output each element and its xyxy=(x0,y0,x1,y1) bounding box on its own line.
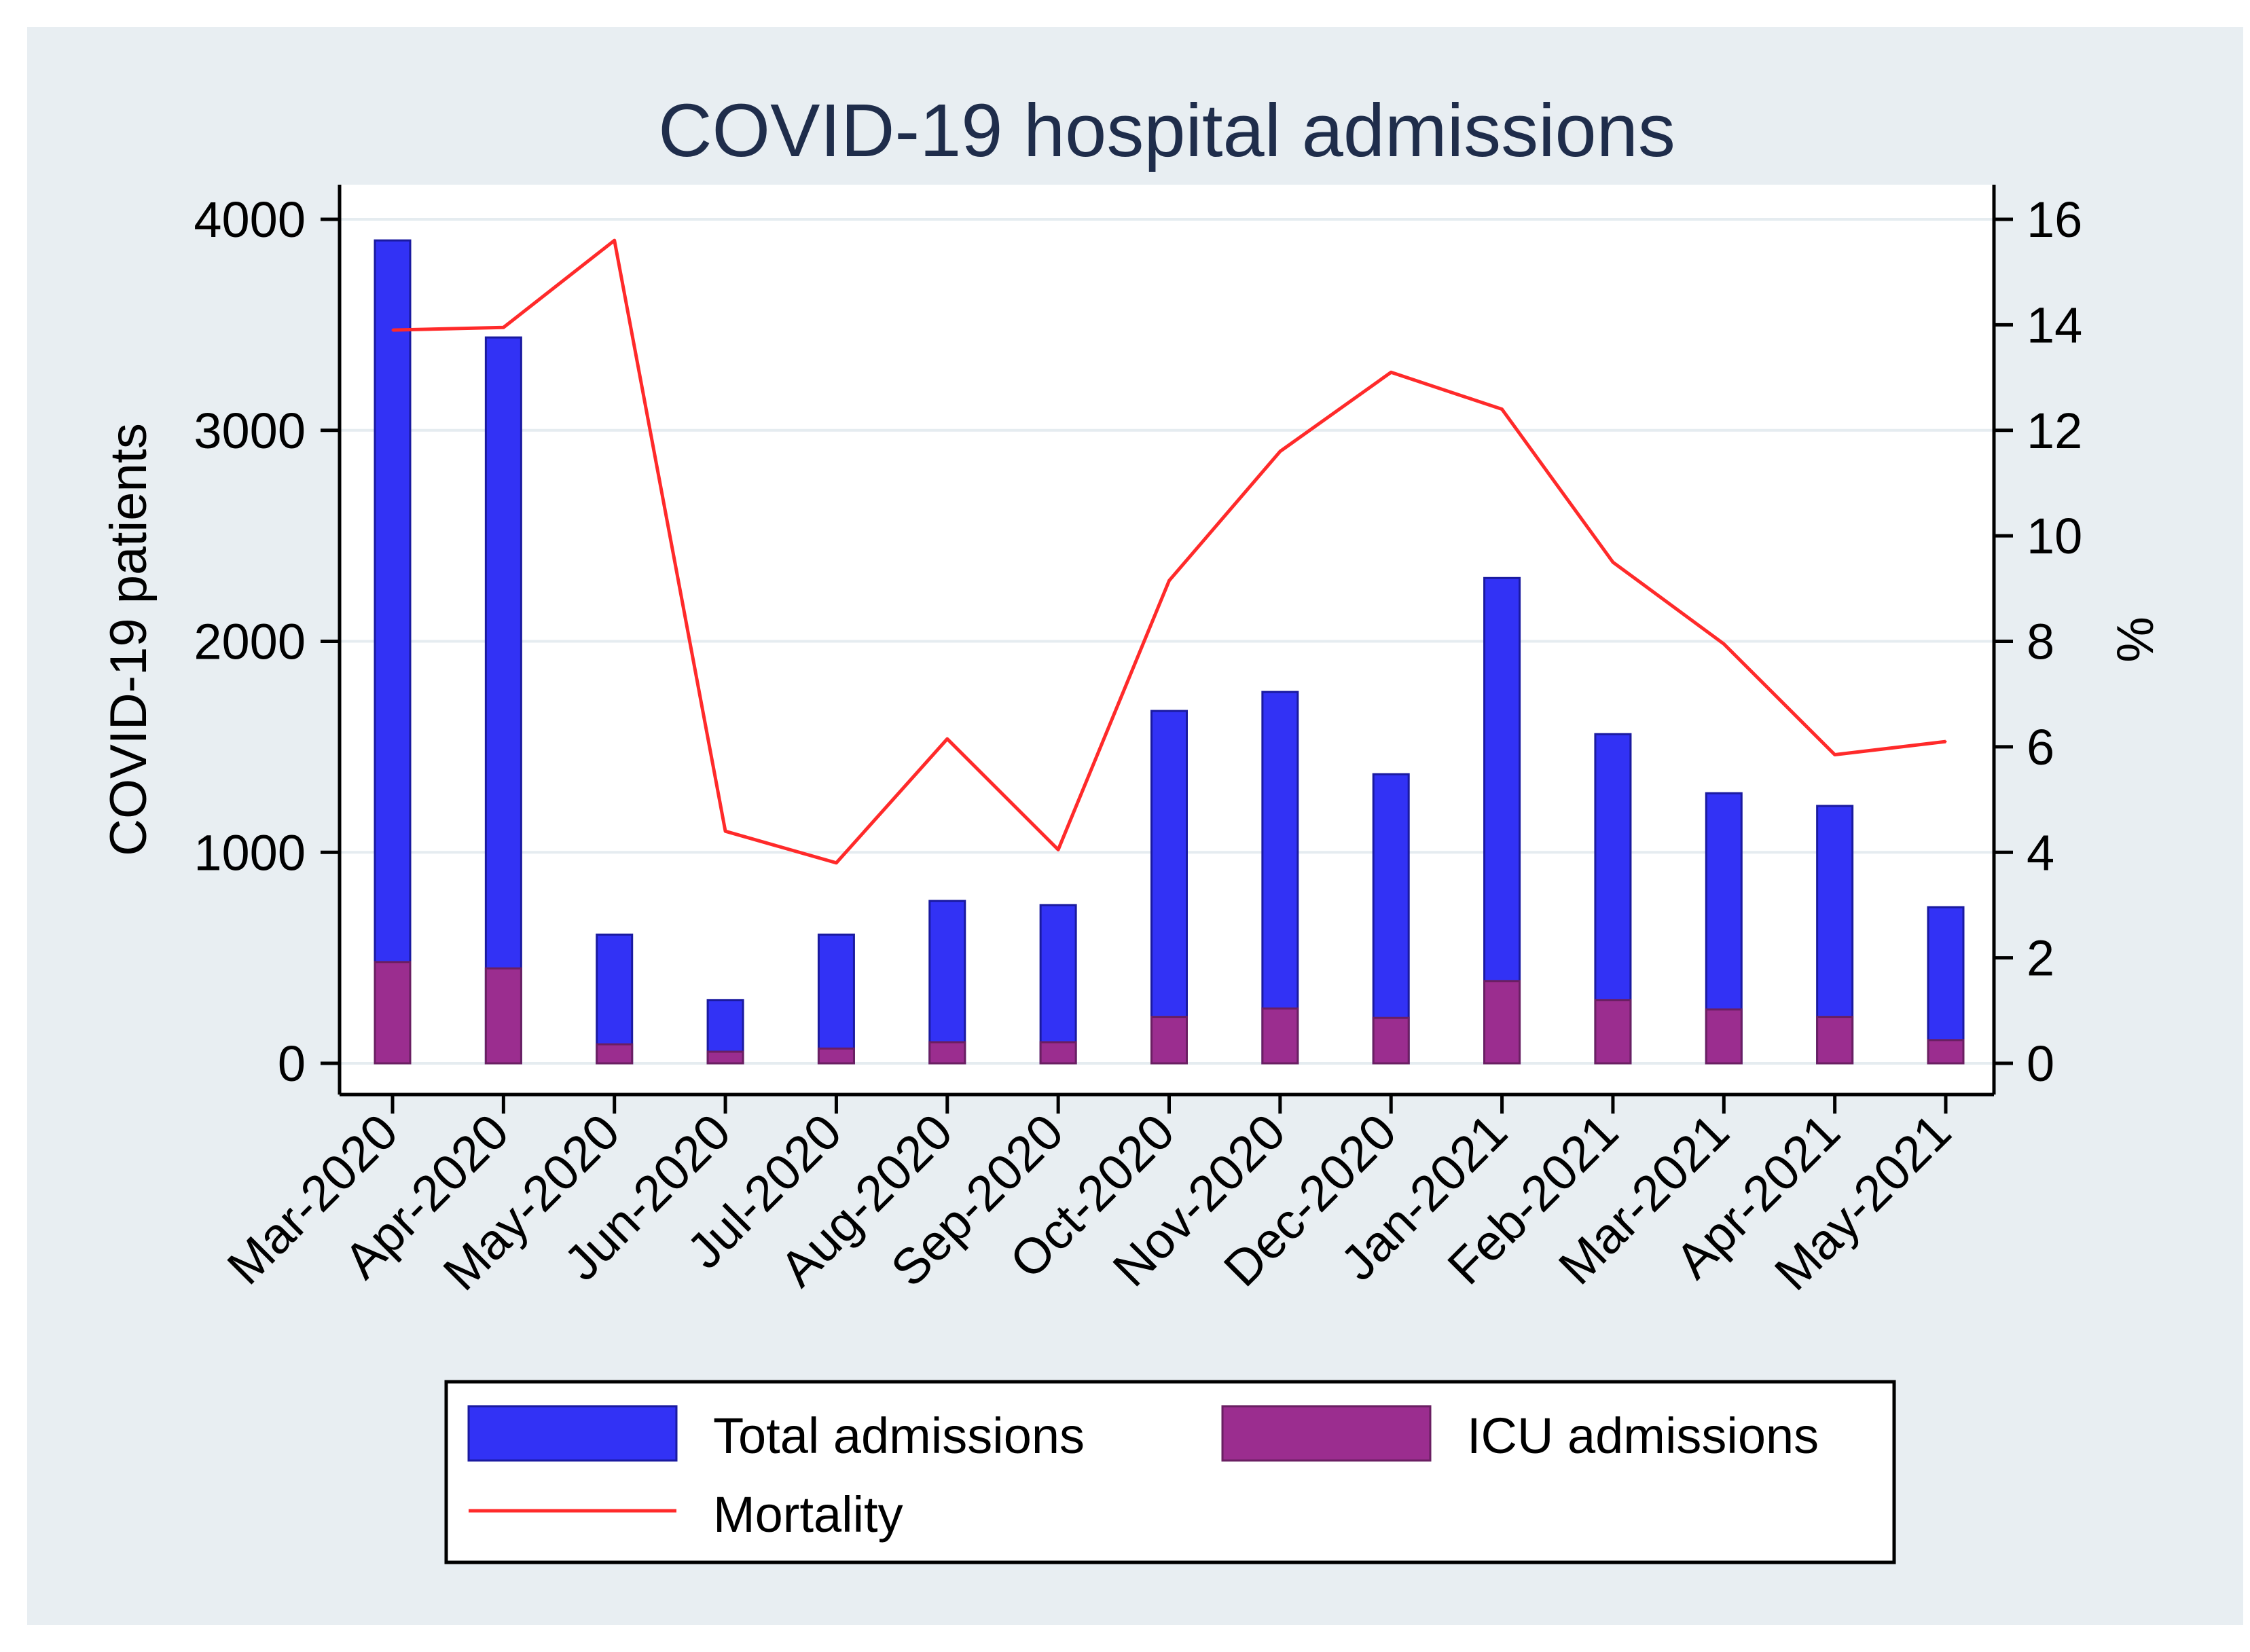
total-admissions-bar xyxy=(1372,773,1410,1065)
y-axis-label: COVID-19 patients xyxy=(100,423,158,856)
total-admissions-bar xyxy=(374,239,412,1065)
total-admissions-bar xyxy=(1261,691,1299,1065)
legend-total-swatch xyxy=(467,1405,678,1462)
total-admissions-bar xyxy=(817,933,855,1065)
mortality-point xyxy=(502,326,505,329)
total-admissions-bar xyxy=(1927,906,1965,1065)
total-admissions-bars xyxy=(374,239,1965,1065)
y-tick-label: 1000 xyxy=(194,824,306,881)
y-tick-label: 2000 xyxy=(194,614,306,670)
mortality-point xyxy=(613,239,616,242)
icu-admissions-bars xyxy=(374,961,1965,1065)
mortality-point xyxy=(1944,740,1947,743)
chart-title: COVID-19 hospital admissions xyxy=(658,89,1675,172)
mortality-point xyxy=(391,329,394,331)
total-admissions-bar xyxy=(928,900,966,1065)
icu-admissions-bar xyxy=(1927,1039,1965,1065)
mortality-point xyxy=(1390,371,1392,373)
mortality-point xyxy=(1722,642,1725,645)
right-y-ticks: 0 2 4 6 8 10 12 14 16 xyxy=(1994,191,2082,1092)
legend-box xyxy=(444,1380,1896,1564)
left-y-ticks: 0 1000 2000 3000 4000 xyxy=(194,191,340,1092)
mortality-points xyxy=(391,239,1947,864)
total-admissions-bar xyxy=(1039,904,1077,1065)
y2-axis-label: % xyxy=(2107,617,2164,663)
y2-tick-label: 10 xyxy=(2027,508,2082,564)
icu-admissions-bar xyxy=(928,1041,966,1065)
y2-tick-label: 8 xyxy=(2027,614,2054,670)
mortality-point xyxy=(1612,561,1614,564)
icu-admissions-bar xyxy=(484,967,522,1065)
mortality-point xyxy=(724,830,727,832)
y2-tick-label: 6 xyxy=(2027,719,2054,775)
mortality-point xyxy=(1834,754,1836,756)
icu-admissions-bar xyxy=(817,1047,855,1065)
y2-tick-label: 12 xyxy=(2027,403,2082,459)
mortality-point xyxy=(835,862,837,864)
icu-admissions-bar xyxy=(1594,999,1632,1065)
icu-admissions-bar xyxy=(1705,1008,1743,1065)
icu-admissions-bar xyxy=(1816,1016,1854,1065)
icu-admissions-bar xyxy=(1039,1041,1077,1065)
icu-admissions-bar xyxy=(596,1043,634,1065)
y-tick-label: 3000 xyxy=(194,403,306,459)
mortality-point xyxy=(1057,848,1059,851)
total-admissions-bar xyxy=(1150,710,1188,1065)
icu-admissions-bar xyxy=(1150,1016,1188,1065)
mortality-point xyxy=(1168,579,1170,582)
mortality-point xyxy=(1279,450,1282,453)
y2-tick-label: 16 xyxy=(2027,191,2082,248)
mortality-point xyxy=(1501,408,1504,411)
y2-tick-label: 2 xyxy=(2027,930,2054,987)
icu-admissions-bar xyxy=(374,961,412,1065)
legend-icu-label: ICU admissions xyxy=(1467,1408,1819,1464)
total-admissions-bar xyxy=(484,336,522,1065)
icu-admissions-bar xyxy=(706,1050,744,1065)
legend-total-label: Total admissions xyxy=(713,1408,1085,1464)
icu-admissions-bar xyxy=(1372,1016,1410,1065)
y2-tick-label: 14 xyxy=(2027,297,2082,353)
legend-icu-swatch xyxy=(1221,1405,1432,1462)
icu-admissions-bar xyxy=(1483,980,1521,1065)
icu-admissions-bar xyxy=(1261,1007,1299,1065)
y2-tick-label: 0 xyxy=(2027,1035,2054,1092)
y2-tick-label: 4 xyxy=(2027,824,2054,881)
y-tick-label: 0 xyxy=(278,1035,306,1092)
y-tick-label: 4000 xyxy=(194,191,306,248)
total-admissions-bar xyxy=(596,933,634,1065)
mortality-point xyxy=(946,737,949,740)
legend: Total admissions ICU admissions Mortalit… xyxy=(444,1380,1896,1564)
legend-mortality-label: Mortality xyxy=(713,1486,903,1543)
